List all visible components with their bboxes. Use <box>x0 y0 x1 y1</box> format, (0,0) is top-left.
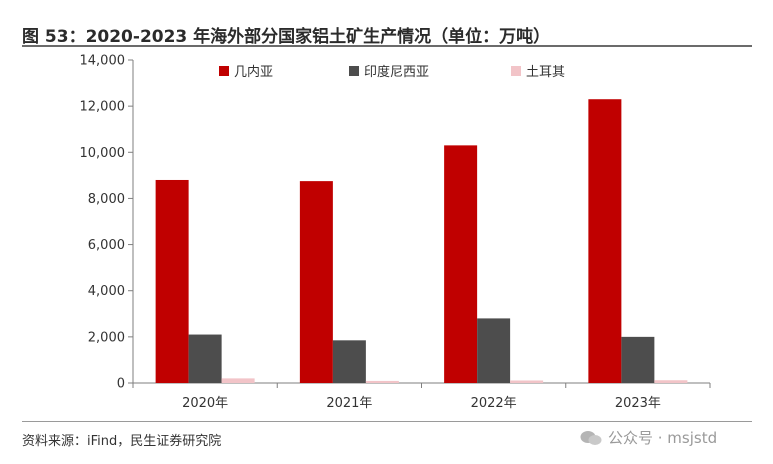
legend-swatch-0 <box>219 66 229 76</box>
watermark: 公众号 · msjstd <box>580 427 717 448</box>
bar-0-0 <box>155 179 189 383</box>
bar-1-2 <box>477 318 511 383</box>
legend-label-1: 印度尼西亚 <box>364 64 429 80</box>
source-rule <box>22 421 752 422</box>
y-tick-label: 12,000 <box>80 100 126 115</box>
chart-legend: 几内亚 印度尼西亚 土耳其 <box>219 64 565 80</box>
watermark-text: 公众号 · msjstd <box>608 429 718 447</box>
legend-label-0: 几内亚 <box>234 64 273 80</box>
source-note: 资料来源：iFind，民生证券研究院 <box>22 434 222 449</box>
legend-swatch-1 <box>349 66 359 76</box>
bar-2-3 <box>654 380 688 383</box>
y-tick-label: 6,000 <box>88 238 125 253</box>
bar-0-3 <box>588 99 622 383</box>
title-rule <box>22 45 752 47</box>
x-tick-label: 2023年 <box>615 396 661 411</box>
bar-0-2 <box>444 145 478 383</box>
x-tick-label: 2021年 <box>326 396 372 411</box>
legend-label-2: 土耳其 <box>526 65 565 80</box>
bar-1-3 <box>621 336 655 383</box>
wechat-icon <box>580 430 602 445</box>
y-tick-label: 14,000 <box>80 54 126 69</box>
y-tick-label: 10,000 <box>80 146 126 161</box>
chart-bars <box>155 99 688 383</box>
bar-2-1 <box>365 380 399 383</box>
legend-swatch-2 <box>511 66 521 76</box>
x-tick-label: 2020年 <box>182 396 228 411</box>
chart-axes: 0 2,000 4,000 6,000 8,000 10,000 12,000 14,000 2… <box>80 54 711 411</box>
bar-1-1 <box>332 340 366 383</box>
y-tick-label: 8,000 <box>88 192 125 207</box>
bar-1-0 <box>188 334 222 383</box>
x-tick-label: 2022年 <box>471 396 517 411</box>
y-tick-label: 0 <box>117 377 125 392</box>
y-tick-label: 2,000 <box>88 330 125 345</box>
figure-title: 图 53：2020-2023 年海外部分国家铝土矿生产情况（单位：万吨） <box>22 27 551 47</box>
bar-2-0 <box>221 378 255 383</box>
y-tick-label: 4,000 <box>88 284 125 299</box>
bar-0-1 <box>299 181 333 383</box>
bar-2-2 <box>510 380 544 383</box>
